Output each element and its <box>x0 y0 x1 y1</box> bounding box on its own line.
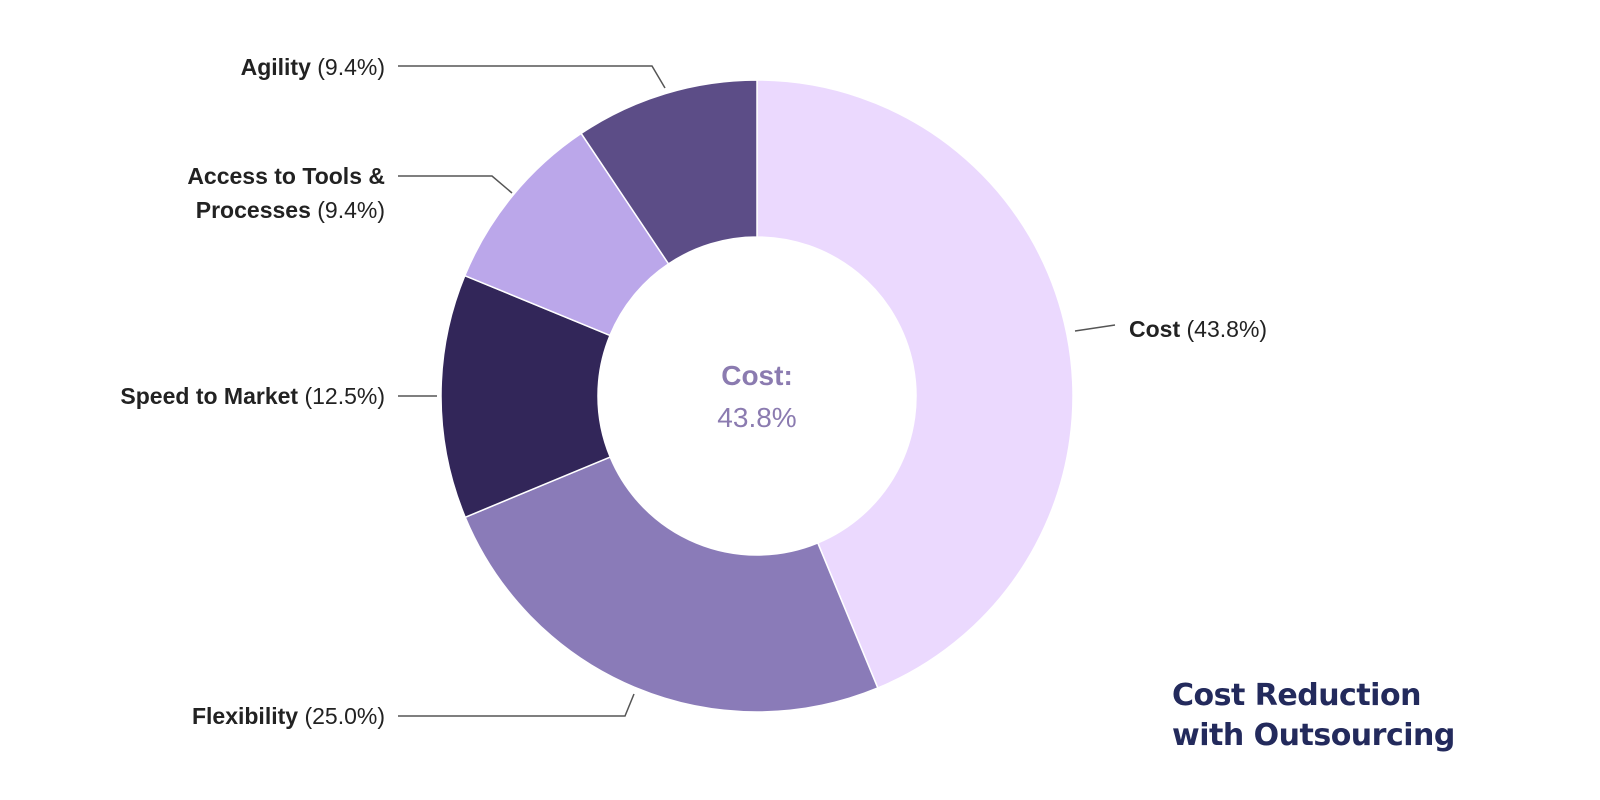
center-label-value: 43.8% <box>717 402 796 433</box>
leader-access <box>398 175 513 194</box>
leader-cost <box>1074 324 1116 332</box>
slice-agility <box>580 79 758 265</box>
leader-flexibility <box>398 693 635 717</box>
slice-labels: Agility (9.4%) Access to Tools & Process… <box>120 54 1267 729</box>
chart-title: Cost Reduction with Outsourcing <box>1172 676 1455 756</box>
chart-title-line1: Cost Reduction <box>1172 678 1421 713</box>
label-speed: Speed to Market (12.5%) <box>120 383 385 409</box>
label-access-line1: Access to Tools & <box>187 163 385 189</box>
center-label-name: Cost: <box>721 360 793 391</box>
leader-agility <box>398 65 666 89</box>
label-access-line2: Processes (9.4%) <box>196 197 385 223</box>
slices <box>440 79 1074 713</box>
slice-flexibility <box>464 456 879 713</box>
label-flexibility: Flexibility (25.0%) <box>192 703 385 729</box>
label-agility: Agility (9.4%) <box>241 54 385 80</box>
slice-speed-to-market <box>440 274 612 519</box>
slice-cost <box>756 79 1074 689</box>
chart-title-line2: with Outsourcing <box>1172 718 1455 753</box>
label-cost: Cost (43.8%) <box>1129 316 1267 342</box>
leader-lines <box>398 65 1116 717</box>
